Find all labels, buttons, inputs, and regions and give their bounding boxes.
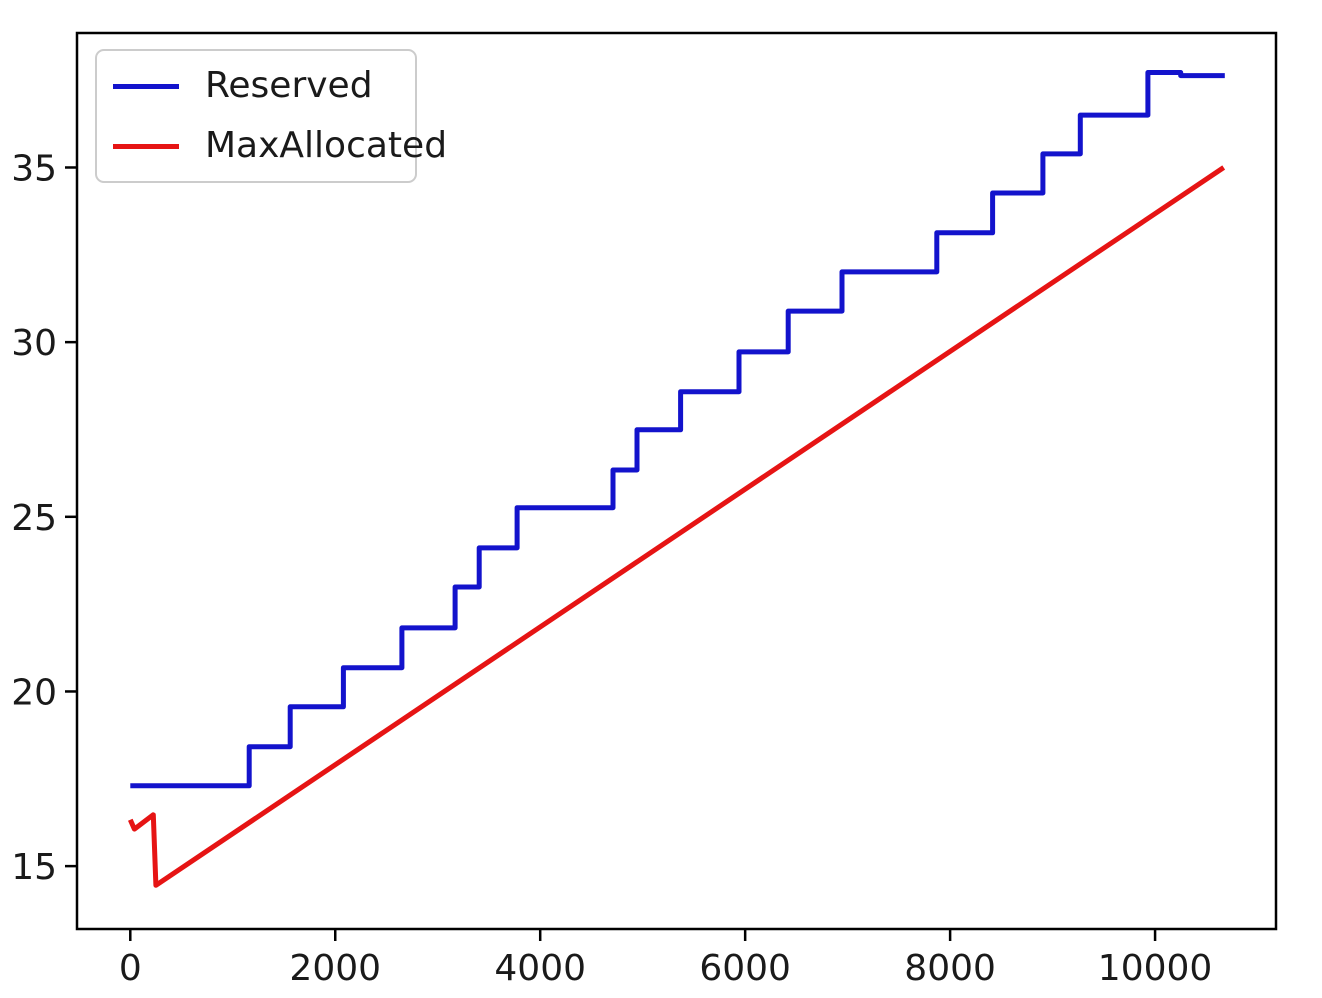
plot-border <box>75 31 1278 931</box>
y-axis-tick-label: 30 <box>11 323 57 364</box>
maxallocated-legend-label: MaxAllocated <box>205 125 448 166</box>
y-axis-tick-label: 35 <box>11 148 57 189</box>
x-axis-tick-label: 10000 <box>1098 948 1213 989</box>
x-axis-tick-label: 2000 <box>289 948 381 989</box>
plot-series <box>128 70 1226 888</box>
y-axis-tick-label: 15 <box>11 847 57 888</box>
axis-ticks: 0 2000 4000 6000 8000 10000 15 20 25 30 35 <box>11 148 1212 989</box>
x-axis-tick-label: 6000 <box>699 948 791 989</box>
y-axis-tick-label: 20 <box>11 672 57 713</box>
x-axis-tick-label: 8000 <box>904 948 996 989</box>
legend: Reserved MaxAllocated <box>95 49 447 183</box>
reserved-line-sample-icon <box>113 83 179 89</box>
reserved-legend-label: Reserved <box>205 65 373 106</box>
legend-entry-reserved: Reserved <box>113 65 401 107</box>
y-axis-tick-label: 25 <box>11 498 57 539</box>
legend-entry-maxallocated: MaxAllocated <box>113 125 447 167</box>
x-axis-tick-label: 4000 <box>494 948 586 989</box>
x-axis-tick-label: 0 <box>119 948 142 989</box>
maxallocated-line-sample-icon <box>113 143 179 149</box>
series-line-maxallocated <box>128 165 1226 888</box>
series-line-reserved <box>130 70 1225 789</box>
